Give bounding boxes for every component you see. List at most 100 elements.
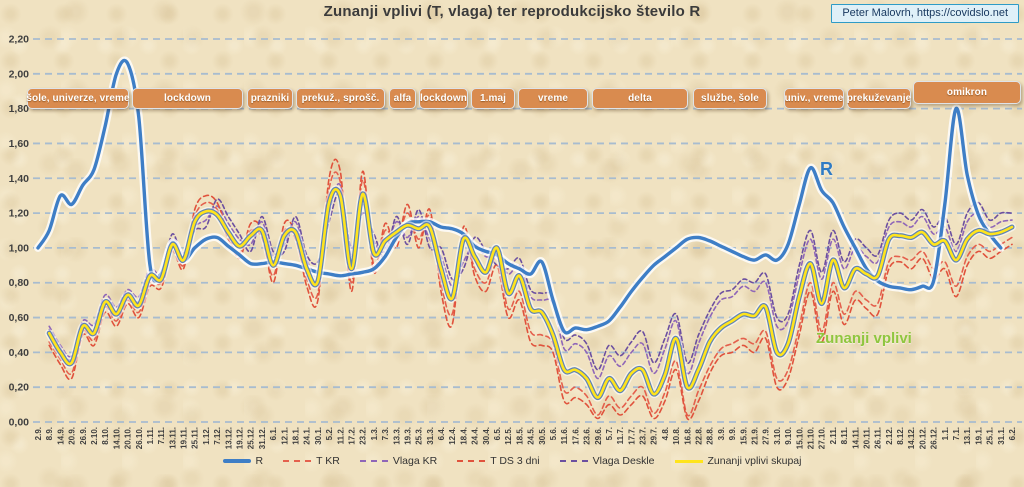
x-axis-label: 1.11. xyxy=(146,427,155,444)
series-zunanji-outline xyxy=(46,186,1015,401)
legend-swatch xyxy=(559,460,588,462)
x-axis-label: 16.8. xyxy=(683,427,692,445)
x-axis-label: 7.1. xyxy=(952,427,961,440)
phase-banner: šole, univerze, vreme xyxy=(26,88,130,109)
x-axis-label: 18.5. xyxy=(515,427,524,445)
x-axis-label: 11.2. xyxy=(336,427,345,444)
x-axis-label: 14.10. xyxy=(112,427,121,449)
x-axis-label: 23.7. xyxy=(639,427,648,445)
x-axis-label: 6.2. xyxy=(1008,427,1017,440)
legend-swatch xyxy=(457,460,486,462)
x-axis-label: 19.11. xyxy=(180,427,189,449)
x-axis-label: 10.8. xyxy=(672,427,681,445)
x-axis-label: 25.1. xyxy=(986,427,995,445)
x-axis-label: 25.11. xyxy=(191,427,200,449)
x-axis-label: 26.10. xyxy=(135,427,144,449)
phase-banner: vreme xyxy=(518,88,588,109)
x-axis-label: 1.12. xyxy=(202,427,211,445)
y-axis-label: 0,20 xyxy=(9,382,30,394)
x-axis-label: 27.9. xyxy=(762,427,771,445)
x-axis-label: 26.12. xyxy=(930,427,939,449)
x-axis-label: 11.6. xyxy=(560,427,569,444)
x-axis-label: 2.9. xyxy=(34,427,43,440)
x-axis-label: 25.12. xyxy=(247,427,256,449)
x-axis-label: 25.3. xyxy=(415,427,424,445)
x-axis-label: 20.11. xyxy=(862,427,871,449)
legend-label: Vlaga KR xyxy=(392,455,438,467)
x-axis-label: 24.5. xyxy=(527,427,536,445)
y-axis-label: 1,00 xyxy=(9,242,30,254)
x-axis-label: 9.9. xyxy=(728,427,737,440)
y-axis-label: 0,60 xyxy=(9,312,30,324)
series-t-kr-line xyxy=(48,171,1013,417)
x-axis-label: 7.11. xyxy=(157,427,166,444)
x-axis-label: 20.10. xyxy=(124,427,133,449)
phase-banner: 1.maj xyxy=(471,88,515,109)
x-axis-label: 18.4. xyxy=(459,427,468,445)
phase-banner: lockdown xyxy=(132,88,243,109)
legend-label: R xyxy=(255,455,264,467)
x-axis-label: 2.11. xyxy=(829,427,838,444)
phase-banner: lockdown xyxy=(419,88,468,109)
x-axis-label: 14.11. xyxy=(851,427,860,449)
x-axis-label: 28.8. xyxy=(706,427,715,445)
x-axis-label: 13.3. xyxy=(392,427,401,445)
x-axis-label: 3.9. xyxy=(717,427,726,440)
legend-item: Vlaga Deskle xyxy=(559,455,655,467)
x-axis-label: 8.9. xyxy=(45,427,54,440)
x-axis-label: 14.12. xyxy=(907,427,916,449)
zunanji-vplivi-annotation: Zunanji vplivi xyxy=(816,330,912,347)
legend-label: Vlaga Deskle xyxy=(592,455,655,467)
legend-item: T DS 3 dni xyxy=(457,455,540,467)
x-axis-label: 1.1. xyxy=(941,427,950,440)
x-axis-label: 5.2. xyxy=(325,427,334,440)
x-axis-label: 6.1. xyxy=(269,427,278,440)
x-axis-label: 24.4. xyxy=(471,427,480,445)
phase-banner: delta xyxy=(592,88,688,109)
phase-banner: alfa xyxy=(389,88,416,109)
phase-banner: prazniki xyxy=(247,88,293,109)
x-axis-label: 23.2. xyxy=(359,427,368,445)
y-axis-label: 0,40 xyxy=(9,347,30,359)
y-axis-label: 1,40 xyxy=(9,173,30,185)
chart-legend: R T KR Vlaga KR T DS 3 dni Vlaga Deskle Zunan… xyxy=(0,455,1024,467)
x-axis-label: 19.3. xyxy=(403,427,412,445)
x-axis-label: 17.6. xyxy=(571,427,580,445)
legend-item: T KR xyxy=(283,455,340,467)
x-axis-label: 31.12. xyxy=(258,427,267,449)
series-r-line xyxy=(36,58,1003,335)
y-axis-label: 1,60 xyxy=(9,138,30,150)
legend-item: R xyxy=(222,455,264,467)
x-axis-label: 12.1. xyxy=(280,427,289,445)
series-zunanji-line xyxy=(47,188,1014,399)
phase-banner: službe, šole xyxy=(693,88,767,109)
x-axis-label: 31.1. xyxy=(997,427,1006,445)
y-axis-label: 0,80 xyxy=(9,277,30,289)
x-axis-label: 21.9. xyxy=(751,427,760,445)
x-axis-label: 31.3. xyxy=(426,427,435,445)
page-title: Zunanji vplivi (T, vlaga) ter reprodukci… xyxy=(323,3,701,20)
x-axis-label: 26.11. xyxy=(874,427,883,449)
legend-swatch xyxy=(222,459,251,463)
r-series-annotation: R xyxy=(820,159,833,179)
x-axis-label: 30.1. xyxy=(314,427,323,445)
x-axis-label: 27.10. xyxy=(818,427,827,449)
x-axis-label: 12.4. xyxy=(448,427,457,445)
phase-banner: omikron xyxy=(913,81,1021,104)
x-axis-label: 22.8. xyxy=(695,427,704,445)
x-axis-label: 19.1. xyxy=(974,427,983,445)
x-axis-label: 2.12. xyxy=(885,427,894,445)
legend-label: T KR xyxy=(316,455,340,467)
x-axis-label: 7.12. xyxy=(213,427,222,445)
legend-item: Vlaga KR xyxy=(359,455,438,467)
x-axis-label: 9.10. xyxy=(784,427,793,445)
x-axis-label: 30.4. xyxy=(482,427,491,445)
phase-banner: univ., vreme xyxy=(784,88,844,109)
x-axis-label: 15.10. xyxy=(795,427,804,449)
x-axis-label: 29.6. xyxy=(594,427,603,445)
y-axis-label: 0,00 xyxy=(9,417,30,429)
x-axis-label: 17.7. xyxy=(627,427,636,445)
phase-banner: prekuževanje xyxy=(847,88,911,109)
